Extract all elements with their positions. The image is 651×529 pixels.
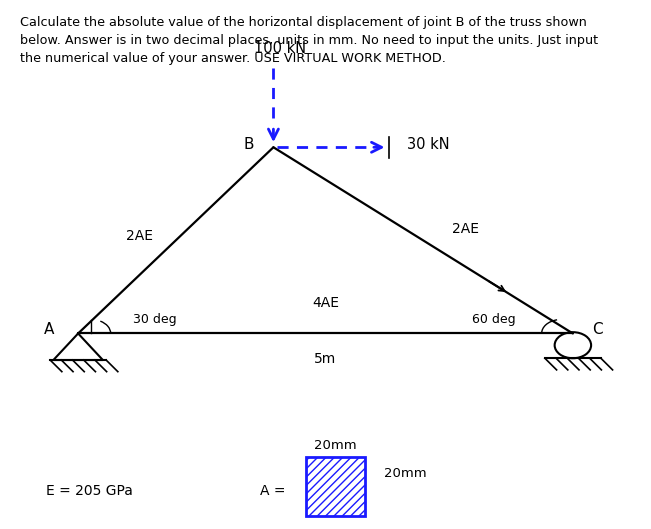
Text: 2AE: 2AE [452,222,479,236]
Text: Calculate the absolute value of the horizontal displacement of joint B of the tr: Calculate the absolute value of the hori… [20,16,598,65]
Text: 100 kN: 100 kN [254,41,306,57]
Text: 60 deg: 60 deg [472,314,516,326]
Text: 4AE: 4AE [312,296,339,310]
Text: B: B [243,138,254,152]
Text: E = 205 GPa: E = 205 GPa [46,484,132,498]
Text: 30 deg: 30 deg [133,314,177,326]
Text: C: C [592,322,603,338]
Bar [306,457,365,516]
Text: A: A [44,322,54,338]
Text: A =: A = [260,484,286,498]
Text: 20mm: 20mm [384,468,426,480]
Text: 2AE: 2AE [126,229,154,243]
Text: 20mm: 20mm [314,439,357,452]
Text: 30 kN: 30 kN [407,138,449,152]
Text: 5m: 5m [314,352,337,366]
Bar [306,457,365,516]
